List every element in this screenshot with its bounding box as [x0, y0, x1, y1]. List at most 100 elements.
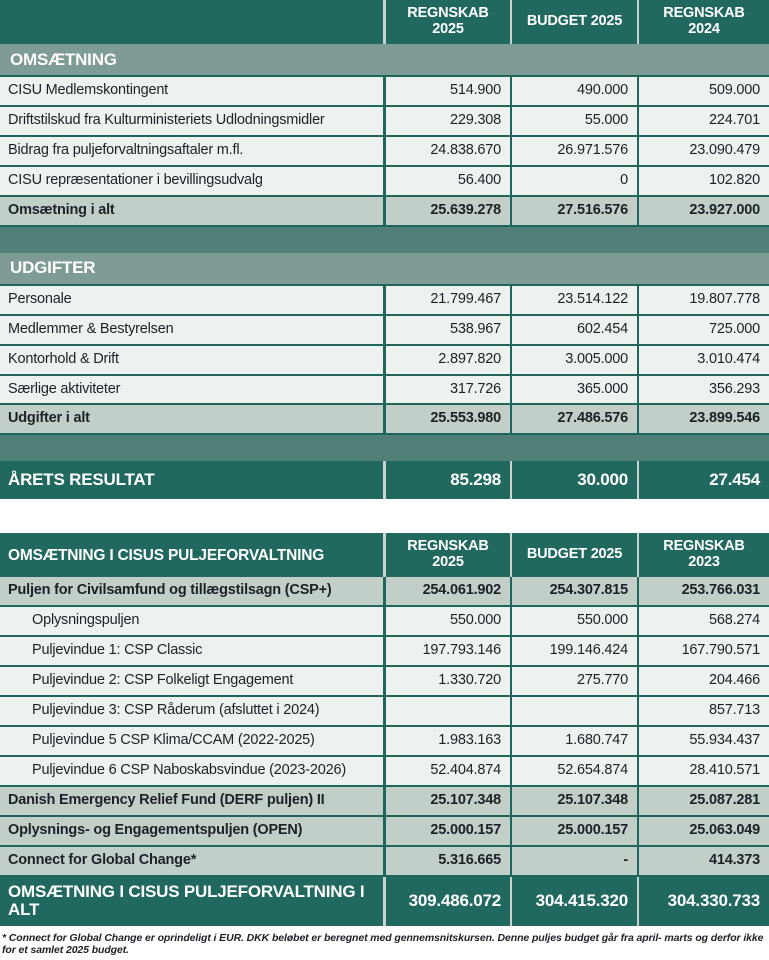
table-row: Bidrag fra puljeforvaltningsaftaler m.fl… [0, 136, 769, 167]
table-row-group: Puljen for Civilsamfund og tillægstilsag… [0, 577, 769, 608]
table-puljeforvaltning: OMSÆTNING I CISUS PULJEFORVALTNING REGNS… [0, 533, 769, 926]
cell-value: 2.897.820 [383, 345, 510, 376]
cell-value: 304.330.733 [637, 876, 769, 926]
table-row-group: Connect for Global Change* 5.316.665 - 4… [0, 846, 769, 877]
cell-value: 514.900 [383, 77, 510, 107]
table-row-group: Oplysnings- og Engagementspuljen (OPEN) … [0, 816, 769, 847]
cell-value: 26.971.576 [510, 136, 637, 167]
cell-value [383, 697, 510, 727]
cell-value: 27.516.576 [510, 196, 637, 227]
table-row: Puljevindue 5 CSP Klima/CCAM (2022-2025)… [0, 726, 769, 757]
table2-header-row: OMSÆTNING I CISUS PULJEFORVALTNING REGNS… [0, 533, 769, 578]
row-label: CISU repræsentationer i bevillingsudvalg [0, 166, 383, 197]
cell-value: 167.790.571 [637, 637, 769, 668]
cell-value: 3.010.474 [637, 345, 769, 376]
column-header-budget-2025: BUDGET 2025 [510, 0, 637, 44]
cell-value: 25.107.348 [383, 786, 510, 817]
cell-value: 3.005.000 [510, 345, 637, 376]
row-label: Omsætning i alt [0, 196, 383, 227]
cell-value: 25.000.157 [383, 816, 510, 847]
row-label: Danish Emergency Relief Fund (DERF pulje… [0, 786, 383, 817]
row-label: Kontorhold & Drift [0, 345, 383, 376]
cell-value: 197.793.146 [383, 637, 510, 668]
row-label: Puljevindue 1: CSP Classic [0, 637, 383, 668]
cell-value: 568.274 [637, 607, 769, 638]
cell-value: 550.000 [383, 607, 510, 638]
cell-value: 199.146.424 [510, 637, 637, 668]
result-row: ÅRETS RESULTAT 85.298 30.000 27.454 [0, 461, 769, 500]
cell-value: 55.000 [510, 106, 637, 137]
cell-value: 414.373 [637, 846, 769, 877]
table-row: Personale 21.799.467 23.514.122 19.807.7… [0, 285, 769, 316]
cell-value: 275.770 [510, 667, 637, 697]
table-spacer [0, 499, 769, 534]
row-label: Puljen for Civilsamfund og tillægstilsag… [0, 577, 383, 608]
table-annual-accounts: REGNSKAB 2025 BUDGET 2025 REGNSKAB 2024 … [0, 0, 769, 500]
cell-value: 27.454 [637, 461, 769, 500]
cell-value: 5.316.665 [383, 846, 510, 877]
cell-value: 725.000 [637, 315, 769, 346]
cell-value: 102.820 [637, 166, 769, 197]
cell-value: 25.063.049 [637, 816, 769, 847]
cell-value: 317.726 [383, 375, 510, 406]
section-header-omsaetning: OMSÆTNING [0, 44, 769, 77]
table-row: Medlemmer & Bestyrelsen 538.967 602.454 … [0, 315, 769, 346]
cell-value: 0 [510, 166, 637, 197]
section-divider-band [0, 435, 769, 462]
row-label: Puljevindue 6 CSP Naboskabsvindue (2023-… [0, 756, 383, 787]
cell-value: 52.654.874 [510, 756, 637, 787]
cell-value: 55.934.437 [637, 726, 769, 757]
cell-value: 1.983.163 [383, 726, 510, 757]
row-label: Udgifter i alt [0, 405, 383, 436]
cell-value: 23.899.546 [637, 405, 769, 436]
table-row-group: Danish Emergency Relief Fund (DERF pulje… [0, 786, 769, 817]
cell-value: 490.000 [510, 77, 637, 107]
table-row: Driftstilskud fra Kulturministeriets Udl… [0, 106, 769, 137]
cell-value: 204.466 [637, 667, 769, 697]
table-row: Puljevindue 1: CSP Classic 197.793.146 1… [0, 637, 769, 668]
row-label: CISU Medlemskontingent [0, 77, 383, 107]
row-label: Bidrag fra puljeforvaltningsaftaler m.fl… [0, 136, 383, 167]
table-row: Kontorhold & Drift 2.897.820 3.005.000 3… [0, 345, 769, 376]
row-label: Connect for Global Change* [0, 846, 383, 877]
table-row: Puljevindue 6 CSP Naboskabsvindue (2023-… [0, 756, 769, 787]
cell-value: 27.486.576 [510, 405, 637, 436]
cell-value [510, 697, 637, 727]
row-label: Særlige aktiviteter [0, 375, 383, 406]
table1-header-blank-cell [0, 0, 383, 44]
cell-value: 25.553.980 [383, 405, 510, 436]
cell-value: 25.639.278 [383, 196, 510, 227]
footnote: * Connect for Global Change er oprindeli… [2, 932, 764, 956]
cell-value: 23.514.122 [510, 285, 637, 316]
table-row: Særlige aktiviteter 317.726 365.000 356.… [0, 375, 769, 406]
column-header-regnskab-2025: REGNSKAB 2025 [383, 533, 510, 578]
cell-value: 356.293 [637, 375, 769, 406]
row-label: Driftstilskud fra Kulturministeriets Udl… [0, 106, 383, 137]
row-label: Puljevindue 2: CSP Folkeligt Engagement [0, 667, 383, 697]
cell-value: 56.400 [383, 166, 510, 197]
row-label: Medlemmer & Bestyrelsen [0, 315, 383, 346]
table2-title: OMSÆTNING I CISUS PULJEFORVALTNING [0, 533, 383, 578]
cell-value: 1.680.747 [510, 726, 637, 757]
cell-value: 1.330.720 [383, 667, 510, 697]
cell-value: 19.807.778 [637, 285, 769, 316]
table-row: CISU repræsentationer i bevillingsudvalg… [0, 166, 769, 197]
cell-value: 25.000.157 [510, 816, 637, 847]
cell-value: 224.701 [637, 106, 769, 137]
cell-value: 25.107.348 [510, 786, 637, 817]
column-header-regnskab-2024: REGNSKAB 2024 [637, 0, 769, 44]
cell-value: - [510, 846, 637, 877]
cell-value: 254.307.815 [510, 577, 637, 608]
cell-value: 309.486.072 [383, 876, 510, 926]
cell-value: 304.415.320 [510, 876, 637, 926]
table-row: Puljevindue 3: CSP Råderum (afsluttet i … [0, 697, 769, 727]
section-header-udgifter: UDGIFTER [0, 252, 769, 286]
row-label: Puljevindue 5 CSP Klima/CCAM (2022-2025) [0, 726, 383, 757]
row-label: OMSÆTNING I CISUS PULJEFORVALTNING I ALT [0, 876, 383, 926]
cell-value: 25.087.281 [637, 786, 769, 817]
row-label: Personale [0, 285, 383, 316]
cell-value: 253.766.031 [637, 577, 769, 608]
cell-value: 85.298 [383, 461, 510, 500]
cell-value: 23.927.000 [637, 196, 769, 227]
